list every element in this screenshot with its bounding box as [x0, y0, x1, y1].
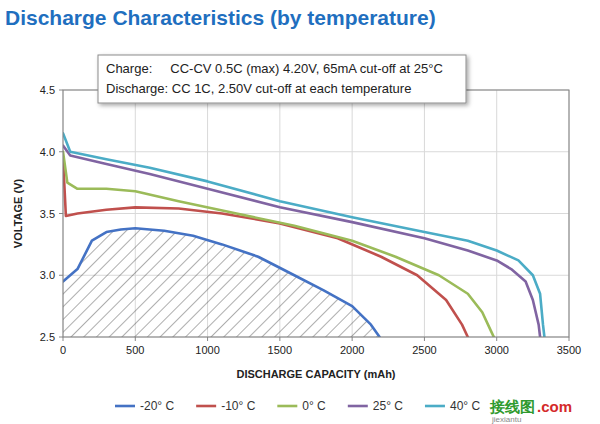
annotation-box — [98, 55, 466, 103]
tick — [63, 337, 64, 341]
series-line — [63, 133, 544, 337]
tick — [424, 337, 425, 341]
series-line — [63, 228, 380, 337]
tick-label: 0 — [60, 344, 66, 356]
watermark: 接线图.com jiexiantu — [489, 398, 572, 424]
legend-swatch — [277, 405, 297, 408]
tick — [59, 337, 63, 338]
tick-label: 3.0 — [40, 269, 55, 281]
watermark-text: .com — [537, 398, 572, 415]
watermark-text: 接线图 — [489, 398, 535, 415]
tick-label: 2000 — [340, 344, 364, 356]
chart: Discharge Characteristics (by temperatur… — [0, 0, 600, 424]
tick — [569, 337, 570, 341]
annotation-text: Charge: CC-CV 0.5C (max) 4.20V, 65mA cut… — [106, 61, 443, 76]
x-axis-label: DISCHARGE CAPACITY (mAh) — [236, 368, 395, 380]
tick-label: 4.5 — [40, 84, 55, 96]
plot-data — [63, 133, 544, 337]
title: Discharge Characteristics (by temperatur… — [5, 6, 436, 29]
tick-label: 1000 — [195, 344, 219, 356]
legend-swatch — [196, 405, 216, 408]
legend: -20° C -10° C 0° C 25° C 40° C — [115, 399, 480, 413]
tick — [207, 337, 208, 341]
legend-label: -10° C — [221, 399, 255, 413]
legend-swatch — [115, 405, 135, 408]
tick-label: 3.5 — [40, 208, 55, 220]
tick-label: 1500 — [268, 344, 292, 356]
tick-label: 2500 — [412, 344, 436, 356]
tick — [59, 275, 63, 276]
tick — [496, 337, 497, 341]
legend-swatch — [425, 405, 445, 408]
tick-label: 3000 — [484, 344, 508, 356]
axes: 0 500 1000 1500 2000 2500 3000 3500 2.5 3.0 3.5 4.0… — [40, 84, 582, 356]
grid-line — [63, 151, 569, 152]
annotation-text: Discharge: CC 1C, 2.50V cut-off at each … — [106, 81, 411, 96]
tick — [135, 337, 136, 341]
tick-label: 2.5 — [40, 331, 55, 343]
legend-label: -20° C — [140, 399, 174, 413]
hatch-area — [63, 228, 380, 337]
y-axis-label: VOLTAGE (V) — [12, 179, 24, 249]
annotation: Charge: CC-CV 0.5C (max) 4.20V, 65mA cut… — [98, 55, 466, 103]
tick — [59, 90, 63, 91]
tick — [279, 337, 280, 341]
legend-swatch — [348, 405, 368, 408]
tick — [352, 337, 353, 341]
legend-label: 0° C — [302, 399, 326, 413]
tick — [59, 151, 63, 152]
plot-area — [63, 90, 569, 337]
plot-frame — [63, 90, 569, 337]
series-line — [63, 152, 494, 337]
series-line — [63, 158, 468, 337]
tick — [59, 213, 63, 214]
tick-label: 4.0 — [40, 146, 55, 158]
watermark-text: jiexiantu — [491, 415, 521, 424]
legend-label: 25° C — [373, 399, 403, 413]
tick-label: 500 — [126, 344, 144, 356]
legend-label: 40° C — [450, 399, 480, 413]
tick-label: 3500 — [557, 344, 581, 356]
grid — [63, 90, 569, 337]
